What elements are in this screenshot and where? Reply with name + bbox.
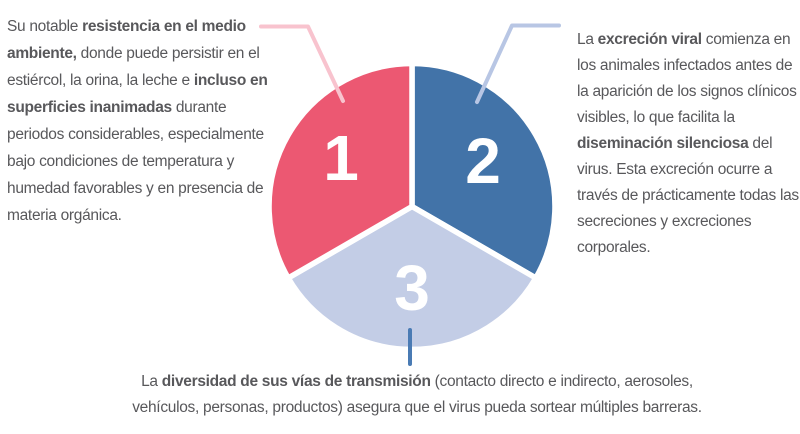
text-run-bold: resistencia en el medio ambiente, (7, 18, 246, 62)
text-run-bold: diversidad de sus vías de transmisión (161, 373, 431, 390)
text-run: donde puede persistir en el estiércol, l… (7, 45, 260, 89)
text-run: del virus. Esta excreción ocurre a travé… (577, 135, 799, 256)
segment-3-number: 3 (394, 252, 430, 324)
text-run-bold: excreción viral (597, 31, 702, 48)
text-run: La (141, 373, 162, 390)
text-block-resistencia: Su notable resistencia en el medio ambie… (7, 13, 275, 229)
segment-2-number: 2 (465, 125, 501, 197)
connector-line-segment-1 (259, 24, 345, 103)
segment-1-number: 1 (323, 122, 359, 194)
text-run-bold: diseminación silenciosa (577, 135, 749, 152)
text-block-excrecion: La excreción viral comienza en los anima… (577, 27, 800, 261)
connector-line-segment-2 (475, 23, 561, 104)
text-run: Su notable (7, 18, 83, 35)
text-run: (contacto directo e indirecto, aerosoles… (132, 373, 702, 416)
text-block-transmision: La diversidad de sus vías de transmisión… (117, 369, 717, 421)
pie-segment-1 (266, 60, 415, 281)
text-run: La (577, 31, 598, 48)
text-run: comienza en los animales infectados ante… (577, 31, 797, 126)
text-run-bold: incluso en superficies inanimadas (7, 72, 268, 116)
text-run: durante periodos considerables, especial… (7, 99, 264, 224)
